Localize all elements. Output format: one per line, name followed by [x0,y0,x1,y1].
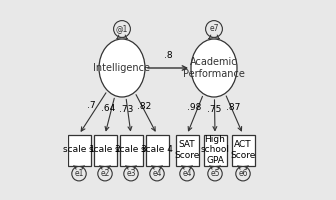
Text: Academic
Performance: Academic Performance [183,57,245,79]
FancyBboxPatch shape [68,134,90,166]
Text: e6: e6 [238,169,248,178]
Text: e4: e4 [152,169,162,178]
FancyBboxPatch shape [232,134,254,166]
Text: .73: .73 [119,105,134,114]
Text: @1: @1 [116,24,128,33]
Text: e2: e2 [100,169,110,178]
Ellipse shape [114,21,130,37]
Text: scale 3: scale 3 [115,146,147,154]
FancyBboxPatch shape [120,134,142,166]
Text: e1: e1 [74,169,84,178]
Text: .8: .8 [164,51,172,60]
Ellipse shape [206,21,222,37]
FancyBboxPatch shape [93,134,117,166]
Ellipse shape [124,166,138,181]
Text: .87: .87 [226,103,240,112]
Text: e7: e7 [209,24,219,33]
FancyBboxPatch shape [175,134,199,166]
FancyBboxPatch shape [204,134,226,166]
Ellipse shape [99,39,145,97]
Ellipse shape [72,166,86,181]
Text: .75: .75 [207,105,221,114]
FancyBboxPatch shape [145,134,168,166]
Text: e3: e3 [126,169,136,178]
Text: SAT
Score: SAT Score [174,140,200,160]
Ellipse shape [236,166,250,181]
Ellipse shape [208,166,222,181]
Text: scale 4: scale 4 [141,146,173,154]
Text: .64: .64 [101,104,115,113]
Text: e4: e4 [182,169,192,178]
Text: High
school
GPA: High school GPA [201,135,229,165]
Text: scale 2: scale 2 [89,146,121,154]
Ellipse shape [180,166,194,181]
Ellipse shape [98,166,112,181]
Text: ACT
Score: ACT Score [230,140,256,160]
Text: e5: e5 [210,169,220,178]
Text: Intelligence: Intelligence [93,63,151,73]
Text: .82: .82 [137,102,151,111]
Text: scale 1: scale 1 [63,146,95,154]
Text: .98: .98 [187,103,202,112]
Ellipse shape [191,39,237,97]
Ellipse shape [150,166,164,181]
Text: .7: .7 [87,101,95,110]
